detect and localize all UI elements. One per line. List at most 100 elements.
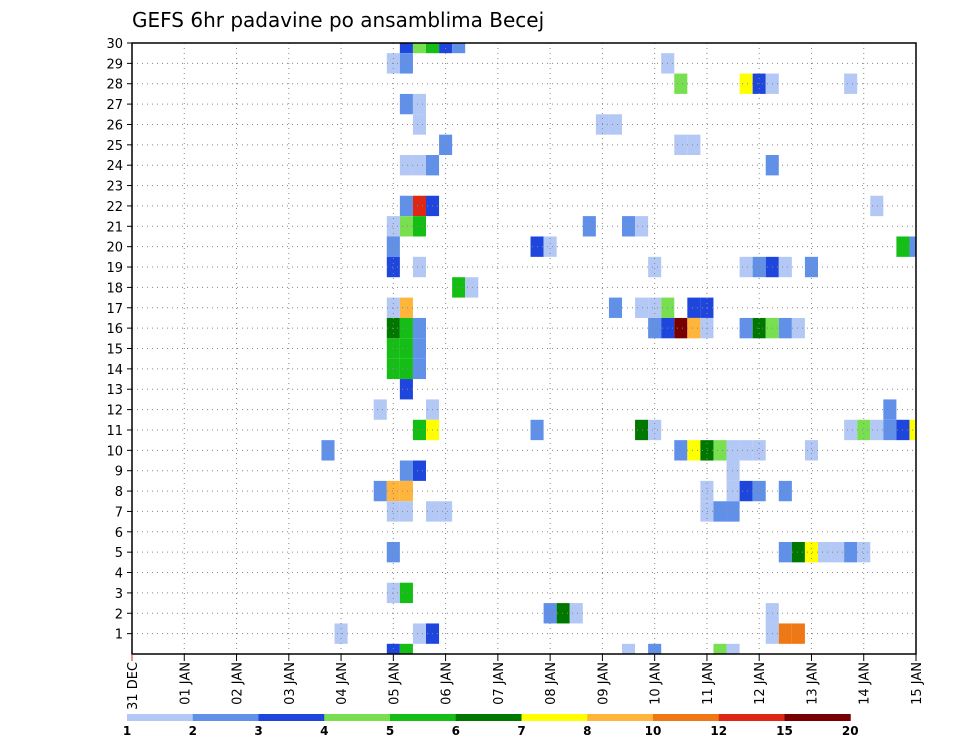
heatmap-cell <box>386 541 400 563</box>
heatmap-cell <box>399 216 413 237</box>
x-tick-label: 13 JAN <box>805 662 820 705</box>
heatmap-cell <box>804 541 818 563</box>
heatmap-cell <box>648 419 662 441</box>
x-tick-label: 10 JAN <box>649 662 664 705</box>
heatmap-cell <box>556 603 570 624</box>
heatmap-cell <box>465 277 479 298</box>
heatmap-cell <box>844 541 858 563</box>
heatmap-cell <box>622 643 636 654</box>
y-tick-label: 29 <box>106 57 123 72</box>
heatmap-cell <box>399 93 413 115</box>
y-tick-label: 27 <box>106 98 123 113</box>
heatmap-cell <box>399 317 413 339</box>
heatmap-cell <box>674 134 688 156</box>
heatmap-cell <box>844 419 858 441</box>
heatmap-cell <box>726 643 740 654</box>
y-tick-label: 17 <box>106 302 123 317</box>
y-tick-label: 8 <box>115 485 123 500</box>
colorbar-label: 1 <box>123 724 131 738</box>
heatmap-cell <box>412 43 426 54</box>
heatmap-cell <box>818 541 832 563</box>
heatmap-cell <box>412 419 426 441</box>
heatmap-cell <box>713 643 727 654</box>
y-tick-label: 21 <box>106 220 123 235</box>
x-tick-label: 07 JAN <box>492 662 507 705</box>
heatmap-cell <box>622 216 636 237</box>
heatmap-cell <box>778 256 792 278</box>
heatmap-cell <box>674 73 688 94</box>
x-tick-label: 15 JAN <box>910 662 925 705</box>
heatmap-cell <box>778 317 792 339</box>
colorbar-label: 2 <box>189 724 197 738</box>
heatmap-cell <box>373 399 387 420</box>
x-tick-label: 02 JAN <box>231 662 246 705</box>
x-tick-label: 06 JAN <box>440 662 455 705</box>
colorbar-label: 10 <box>645 724 662 738</box>
colorbar-swatch <box>192 714 259 721</box>
y-tick-label: 13 <box>106 383 123 398</box>
heatmap-cell <box>635 419 649 441</box>
y-tick-label: 24 <box>106 159 123 174</box>
x-tick-label: 12 JAN <box>753 662 768 705</box>
x-tick-label: 08 JAN <box>544 662 559 705</box>
x-tick-label: 01 JAN <box>178 662 193 705</box>
heatmap-cell <box>399 358 413 380</box>
heatmap-cell <box>739 256 753 278</box>
heatmap-cell <box>778 541 792 563</box>
y-axis: 1234567891011121314151617181920212223242… <box>106 37 132 643</box>
heatmap-cell <box>739 440 753 461</box>
heatmap-cell <box>883 399 897 420</box>
y-tick-label: 1 <box>115 628 123 643</box>
heatmap-cell <box>608 114 622 135</box>
heatmap-cell <box>399 643 413 654</box>
heatmap-cell <box>687 297 701 318</box>
heatmap-cell <box>608 297 622 318</box>
heatmap-cell <box>386 297 400 318</box>
heatmap-cell <box>713 440 727 461</box>
colorbar-label: 20 <box>842 724 859 738</box>
heatmap-cell <box>726 460 740 481</box>
heatmap-cell <box>739 73 753 94</box>
heatmap-cell <box>674 317 688 339</box>
colorbar-swatch <box>718 714 785 721</box>
heatmap-cell <box>399 480 413 502</box>
y-tick-label: 14 <box>106 363 123 378</box>
heatmap-cell <box>804 256 818 278</box>
heatmap-cell <box>844 73 858 94</box>
y-tick-label: 3 <box>115 587 123 602</box>
heatmap-cell <box>726 440 740 461</box>
colorbar-label: 6 <box>452 724 460 738</box>
heatmap-cell <box>857 419 871 441</box>
heatmap-cell <box>386 216 400 237</box>
heatmap-cell <box>399 582 413 604</box>
heatmap-cell <box>412 338 426 359</box>
heatmap-cell <box>752 480 766 502</box>
y-tick-label: 6 <box>115 526 123 541</box>
colorbar-label: 3 <box>254 724 262 738</box>
heatmap-cell <box>752 440 766 461</box>
heatmap-cell <box>791 623 805 644</box>
heatmap-cell <box>582 216 596 237</box>
heatmap-cell <box>399 155 413 176</box>
heatmap-cell <box>700 501 714 522</box>
heatmap-cell <box>399 53 413 74</box>
y-tick-label: 26 <box>106 118 123 133</box>
heatmap-cell <box>700 297 714 318</box>
y-tick-label: 7 <box>115 505 123 520</box>
heatmap-cell <box>543 236 557 257</box>
colorbar-label: 12 <box>710 724 727 738</box>
heatmap-cell <box>373 480 387 502</box>
heatmap-cell <box>386 501 400 522</box>
chart-title: GEFS 6hr padavine po ansamblima Becej <box>132 8 544 32</box>
colorbar-swatch <box>784 714 851 721</box>
colorbar-label: 15 <box>776 724 793 738</box>
grid-lines <box>132 43 916 654</box>
y-tick-label: 10 <box>106 444 123 459</box>
heatmap-cell <box>399 460 413 481</box>
heatmap-cell <box>569 603 583 624</box>
heatmap-cells <box>321 43 916 654</box>
heatmap-cell <box>687 317 701 339</box>
y-tick-label: 5 <box>115 546 123 561</box>
heatmap-cell <box>857 541 871 563</box>
